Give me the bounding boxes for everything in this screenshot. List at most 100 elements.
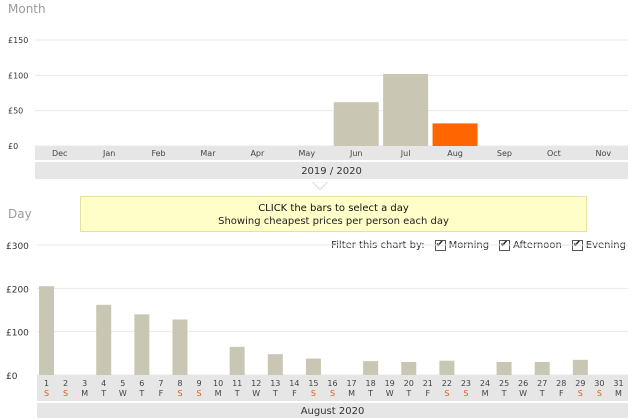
day-weekday-tick: M: [482, 389, 489, 398]
day-y-tick: £200: [6, 285, 29, 295]
callout-line-2: Showing cheapest prices per person each …: [218, 216, 449, 227]
day-number-tick: 31: [613, 379, 623, 388]
day-number-tick: 15: [308, 379, 318, 388]
day-footer-label: August 2020: [301, 406, 365, 417]
day-number-tick: 13: [270, 379, 280, 388]
day-number-tick: 18: [366, 379, 376, 388]
day-weekday-tick: M: [81, 389, 88, 398]
instruction-callout: CLICK the bars to select a day Showing c…: [80, 196, 587, 232]
day-weekday-tick: M: [615, 389, 622, 398]
day-bar-22[interactable]: [439, 360, 455, 375]
filter-label: Filter this chart by:: [331, 240, 425, 251]
day-bar-18[interactable]: [363, 361, 379, 375]
day-y-tick: £100: [6, 329, 29, 339]
month-x-tick: Jun: [349, 149, 363, 158]
day-bar-8[interactable]: [172, 319, 188, 375]
day-weekday-tick: T: [138, 389, 144, 398]
day-number-tick: 26: [518, 379, 528, 388]
day-number-tick: 6: [139, 379, 144, 388]
month-x-tick: Nov: [595, 149, 611, 158]
day-number-tick: 14: [289, 379, 299, 388]
day-bar-20[interactable]: [401, 362, 417, 375]
day-weekday-tick: W: [386, 389, 394, 398]
day-weekday-tick: W: [252, 389, 260, 398]
day-weekday-tick: F: [159, 389, 164, 398]
filter-evening[interactable]: Evening: [571, 240, 626, 251]
morning-checkbox[interactable]: [434, 240, 446, 251]
day-weekday-tick: S: [63, 389, 68, 398]
day-weekday-tick: W: [119, 389, 127, 398]
day-bar-13[interactable]: [267, 354, 283, 375]
month-bar-jun[interactable]: [333, 102, 379, 146]
afternoon-label: Afternoon: [513, 240, 562, 251]
month-chart[interactable]: £0 £50 £100 £150 Dec Jan Feb Mar Apr May Jun Jul Aug…: [0, 0, 640, 185]
day-weekday-tick: S: [444, 389, 449, 398]
afternoon-checkbox[interactable]: [499, 240, 511, 251]
month-footer-band: [35, 162, 628, 179]
day-weekday-tick: S: [311, 389, 316, 398]
day-number-tick: 5: [120, 379, 125, 388]
day-number-tick: 19: [385, 379, 395, 388]
day-number-tick: 24: [480, 379, 490, 388]
day-weekday-tick: F: [426, 389, 431, 398]
month-x-tick: Oct: [547, 149, 561, 158]
month-bar-aug[interactable]: [432, 123, 478, 146]
day-number-tick: 2: [63, 379, 68, 388]
day-number-tick: 20: [404, 379, 414, 388]
filter-afternoon[interactable]: Afternoon: [499, 240, 562, 251]
day-weekday-tick: T: [501, 389, 507, 398]
day-weekday-tick: M: [348, 389, 355, 398]
month-bar-jul[interactable]: [383, 73, 429, 146]
month-section-title: Month: [8, 2, 46, 16]
day-bar-6[interactable]: [134, 314, 150, 375]
day-weekday-tick: T: [100, 389, 106, 398]
day-weekday-tick: F: [292, 389, 297, 398]
day-bar-29[interactable]: [572, 359, 588, 375]
day-bar-25[interactable]: [496, 362, 512, 375]
day-bar-15[interactable]: [305, 358, 321, 375]
day-number-tick: 11: [232, 379, 242, 388]
day-weekday-tick: T: [367, 389, 373, 398]
day-weekday-tick: S: [177, 389, 182, 398]
day-weekday-tick: T: [539, 389, 545, 398]
day-number-tick: 22: [442, 379, 452, 388]
day-number-tick: 12: [251, 379, 261, 388]
month-axis-band: [35, 146, 628, 160]
day-axis-band: [37, 375, 628, 401]
day-weekday-tick: S: [463, 389, 468, 398]
day-weekday-tick: S: [578, 389, 583, 398]
morning-label: Morning: [448, 240, 490, 251]
day-bar-11[interactable]: [229, 346, 245, 375]
day-bar-1[interactable]: [39, 286, 55, 375]
day-weekday-tick: S: [197, 389, 202, 398]
day-footer-band: [37, 403, 628, 418]
day-number-tick: 30: [594, 379, 604, 388]
day-number-tick: 3: [82, 379, 87, 388]
day-number-tick: 1: [44, 379, 49, 388]
month-x-tick: Sep: [497, 149, 512, 158]
month-x-tick: Apr: [250, 149, 265, 158]
evening-checkbox[interactable]: [571, 240, 583, 251]
day-weekday-tick: S: [330, 389, 335, 398]
day-weekday-tick: S: [597, 389, 602, 398]
day-bar-4[interactable]: [96, 304, 112, 375]
day-number-tick: 17: [346, 379, 356, 388]
day-number-tick: 28: [556, 379, 566, 388]
filter-morning[interactable]: Morning: [434, 240, 490, 251]
day-number-tick: 29: [575, 379, 585, 388]
month-y-tick: £0: [8, 142, 18, 151]
day-number-tick: 9: [197, 379, 202, 388]
month-y-tick: £150: [8, 36, 28, 45]
month-footer-label: 2019 / 2020: [301, 166, 362, 177]
day-weekday-tick: W: [519, 389, 527, 398]
month-x-tick: Feb: [151, 149, 165, 158]
day-number-tick: 16: [327, 379, 337, 388]
day-weekday-tick: T: [272, 389, 278, 398]
month-x-tick: Mar: [200, 149, 216, 158]
day-bar-27[interactable]: [534, 362, 550, 375]
day-weekday-tick: S: [44, 389, 49, 398]
day-y-tick: £300: [6, 242, 29, 252]
day-number-tick: 4: [101, 379, 106, 388]
day-weekday-tick: M: [215, 389, 222, 398]
evening-label: Evening: [585, 240, 626, 251]
